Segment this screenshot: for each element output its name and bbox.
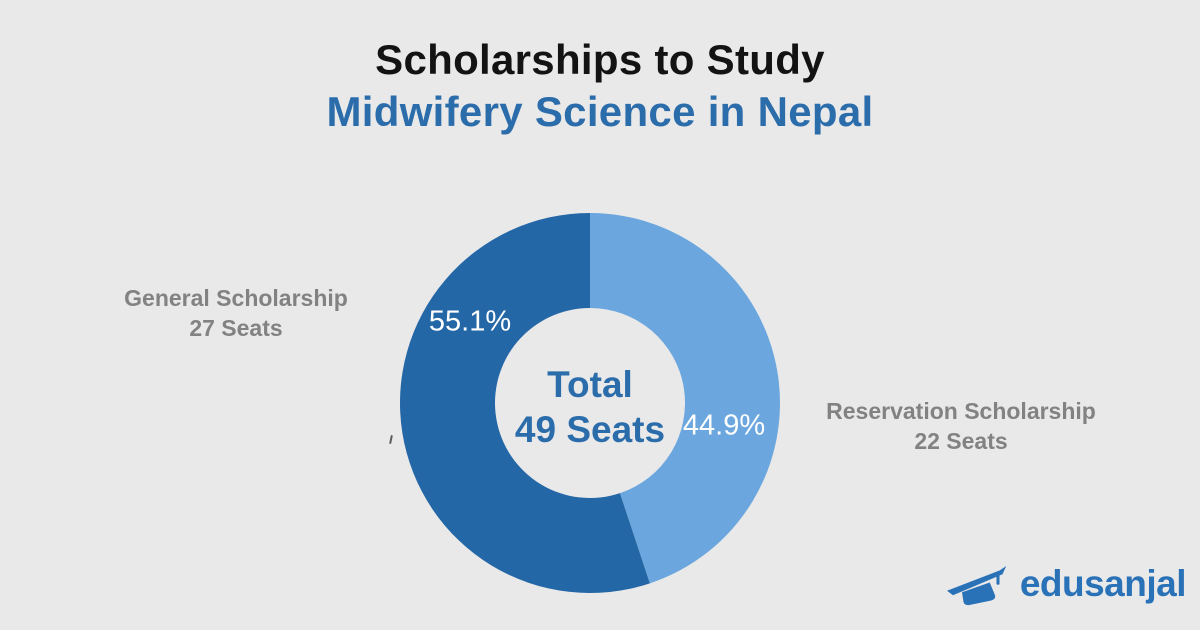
donut-slice: [590, 213, 780, 584]
callout-general-scholarship: General Scholarship 27 Seats: [76, 283, 396, 343]
graduation-cap-icon: [946, 566, 1007, 606]
total-label: Total: [547, 364, 633, 405]
total-seats-label: 49 Seats: [514, 409, 666, 450]
callout-general-seats: 27 Seats: [189, 315, 283, 341]
donut-slice: [399, 212, 650, 593]
donut-center-total: Total 49 Seats: [515, 362, 665, 452]
percent-label-reservation: 44.9%: [682, 409, 766, 442]
title-line-1: Scholarships to Study: [375, 36, 825, 83]
callout-reservation-seats: 22 Seats: [914, 428, 1008, 454]
logo-text: edusanjal: [1019, 563, 1187, 604]
callout-reservation-scholarship: Reservation Scholarship 22 Seats: [801, 396, 1121, 456]
callout-general-label: General Scholarship: [124, 285, 348, 311]
title-line-2: Midwifery Science in Nepal: [326, 88, 874, 135]
edusanjal-logo: edusanjal: [946, 562, 1187, 606]
callout-reservation-label: Reservation Scholarship: [826, 398, 1096, 424]
percent-label-general: 55.1%: [428, 305, 512, 338]
